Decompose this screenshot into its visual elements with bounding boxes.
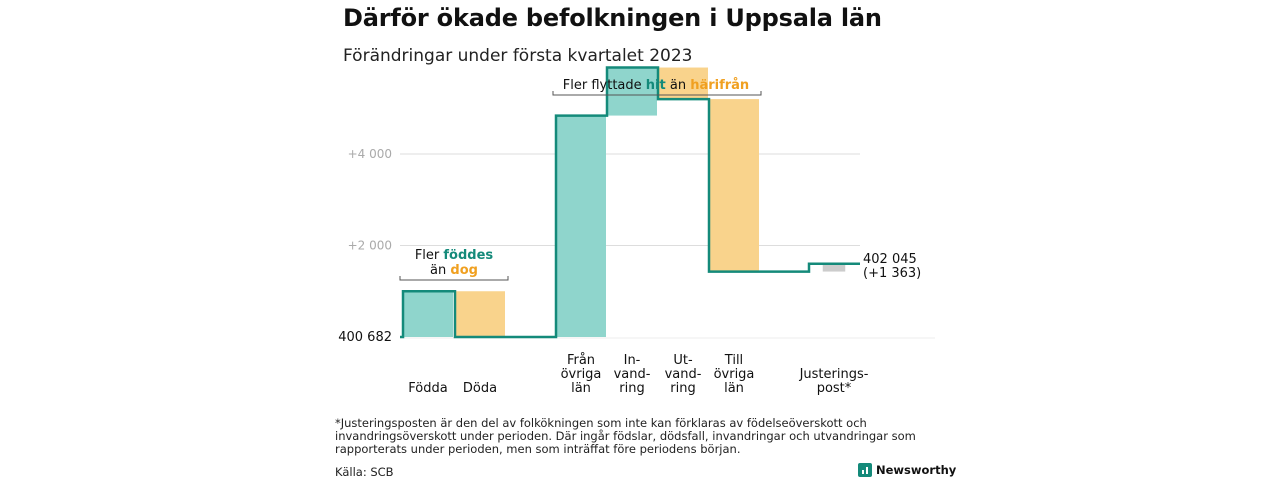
end-value-label: 402 045 [863,252,917,267]
category-label: Födda [408,381,447,396]
footnote: *Justeringsposten är den del av folkökni… [335,416,916,456]
chart-subtitle: Förändringar under första kvartalet 2023 [343,46,693,66]
migration-annotation: Fler flyttade hit än härifrån [563,78,749,93]
category-label: In- [624,353,641,368]
category-label: län [571,381,591,396]
births-annotation-line1: Fler föddes [415,248,494,263]
waterfall-bar [455,291,505,337]
category-label: Till [724,353,743,368]
category-label: post* [817,381,852,396]
category-label: ring [619,381,644,396]
births-annotation-line2: än dog [430,263,478,278]
waterfall-bar [556,115,606,337]
waterfall-bar [709,99,759,272]
brand-name: Newsworthy [876,463,957,477]
waterfall-bar [403,291,453,337]
brand-logo: Newsworthy [858,463,956,477]
chart-title: Därför ökade befolkningen i Uppsala län [343,4,882,32]
y-tick-label: +2 000 [348,239,392,253]
category-label: vand- [665,367,702,382]
category-label: övriga [714,367,755,382]
category-label: Från [567,353,595,368]
category-label: Ut- [673,353,693,368]
bar-chart-icon [858,463,872,477]
category-label: ring [670,381,695,396]
end-change-label: (+1 363) [863,266,921,281]
category-label: län [724,381,744,396]
start-value-label: 400 682 [338,330,392,345]
waterfall-bar [658,67,708,100]
category-label: övriga [561,367,602,382]
cumulative-line [400,66,860,339]
migration-annotation-bracket [552,91,762,96]
waterfall-bar [822,263,846,272]
source: Källa: SCB [335,465,394,479]
category-label: vand- [614,367,651,382]
y-tick-label: +4 000 [348,147,392,161]
category-label: Justerings- [799,367,869,382]
waterfall-bar [607,67,657,116]
births-annotation-bracket [399,276,509,281]
category-label: Döda [463,381,497,396]
